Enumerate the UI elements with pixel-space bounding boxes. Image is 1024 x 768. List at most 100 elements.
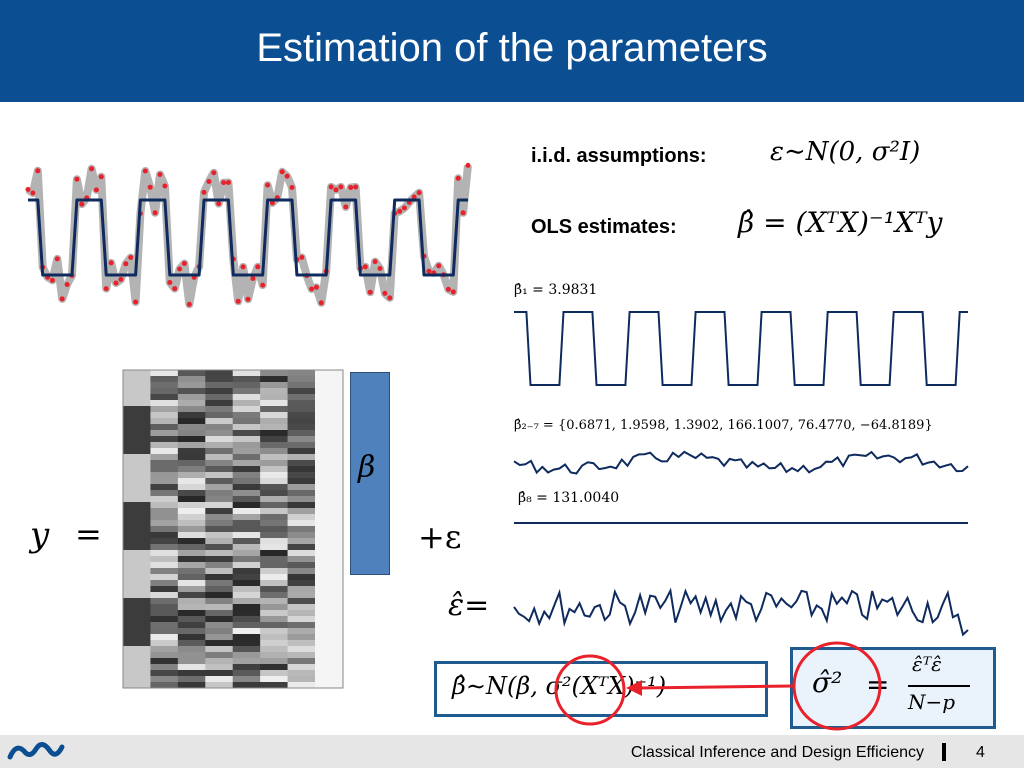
- data-point: [201, 189, 207, 195]
- data-point: [64, 282, 70, 287]
- data-point: [250, 276, 256, 281]
- plus-epsilon: +ε: [418, 518, 462, 556]
- data-point: [426, 268, 432, 274]
- data-point: [240, 264, 246, 270]
- data-point: [152, 210, 158, 216]
- timeseries-plot: [25, 162, 472, 309]
- data-point: [118, 276, 124, 282]
- data-point: [377, 266, 383, 271]
- sigma-denominator: N−p: [908, 690, 956, 714]
- data-point: [35, 168, 41, 174]
- beta-vector: [350, 372, 390, 575]
- footer-title: Classical Inference and Design Efficienc…: [630, 744, 924, 761]
- data-point: [260, 282, 266, 288]
- beta-symbol: β: [358, 450, 376, 485]
- data-point: [367, 289, 373, 295]
- data-point: [338, 184, 344, 190]
- data-point: [93, 187, 99, 193]
- data-point: [372, 259, 378, 265]
- data-point: [343, 204, 349, 210]
- data-point: [455, 175, 461, 181]
- data-point: [411, 194, 417, 200]
- ols-formula: β̂ = (XᵀX)⁻¹Xᵀy: [738, 206, 943, 239]
- data-point: [74, 176, 80, 182]
- data-point: [313, 284, 319, 290]
- data-point: [225, 180, 231, 185]
- data-point: [387, 295, 393, 301]
- sigma-numerator: ε̂ᵀε̂: [912, 652, 942, 676]
- data-point: [216, 201, 222, 207]
- data-point: [108, 260, 114, 266]
- residual-plot: [513, 587, 969, 637]
- data-point: [289, 185, 295, 190]
- data-point: [465, 162, 471, 168]
- data-point: [221, 180, 227, 186]
- data-point: [206, 179, 212, 184]
- data-point: [382, 290, 388, 296]
- data-point: [177, 266, 183, 272]
- sigma-equals: =: [866, 668, 890, 701]
- ols-label: OLS estimates:: [531, 216, 677, 238]
- data-point: [186, 301, 192, 307]
- y-symbol: y: [30, 515, 50, 555]
- data-point: [147, 184, 153, 190]
- data-point: [397, 208, 403, 214]
- data-point: [59, 296, 65, 302]
- data-point: [265, 182, 271, 188]
- data-point: [353, 184, 359, 190]
- data-point: [103, 286, 109, 292]
- residual-label: ε̂=: [448, 588, 490, 623]
- data-point: [309, 286, 315, 292]
- data-point: [181, 261, 187, 266]
- data-point: [167, 280, 173, 285]
- constant-regressor-plot: [514, 522, 968, 524]
- data-point: [113, 280, 119, 286]
- data-point: [30, 190, 36, 196]
- data-point: [98, 174, 104, 180]
- observed-signal-line: [25, 164, 472, 309]
- data-point: [128, 255, 134, 260]
- beta2-7-estimates: β̂₂₋₇ = {0.6871, 1.9598, 1.3902, 166.100…: [514, 418, 933, 433]
- beta1-regressor-plot: [514, 311, 968, 386]
- observed-data-points: [25, 162, 471, 307]
- fraction-bar: [908, 685, 970, 687]
- model-fit-line: [28, 198, 468, 277]
- data-point: [172, 286, 178, 292]
- beta8-estimate: β̂₈ = 131.0040: [518, 490, 620, 506]
- data-point: [460, 210, 466, 216]
- motion-regressors-plot: [513, 450, 969, 475]
- data-point: [450, 289, 456, 295]
- footer-divider: [942, 743, 946, 761]
- page-number: 4: [976, 744, 985, 761]
- data-point: [235, 298, 241, 304]
- assumptions-formula: ε∼N(0, σ²I): [770, 137, 921, 167]
- data-point: [162, 183, 168, 189]
- slide-header: [0, 0, 1024, 102]
- slide-title: Estimation of the parameters: [256, 26, 768, 70]
- data-point: [318, 300, 324, 306]
- data-point: [348, 185, 354, 190]
- data-point: [436, 263, 442, 269]
- data-point: [328, 184, 334, 190]
- university-logo-icon: [7, 742, 65, 760]
- assumptions-label: i.i.d. assumptions:: [531, 145, 707, 167]
- data-point: [255, 264, 261, 270]
- data-point: [284, 173, 290, 179]
- data-point: [299, 254, 305, 260]
- data-point: [25, 187, 31, 192]
- data-point: [362, 264, 368, 270]
- data-point: [157, 172, 163, 177]
- data-point: [133, 299, 139, 305]
- data-point: [333, 187, 339, 193]
- data-point: [269, 200, 275, 206]
- data-point: [142, 168, 148, 174]
- beta1-estimate: β̂₁ = 3.9831: [514, 282, 598, 298]
- data-point: [211, 170, 217, 176]
- data-point: [279, 169, 285, 175]
- data-point: [49, 277, 55, 283]
- data-point: [89, 166, 95, 172]
- data-point: [54, 256, 60, 262]
- sigma-hat-squared: σ̂²: [812, 666, 843, 699]
- beta-distribution-formula: β̂∼N(β, σ²(XᵀX)⁻¹): [452, 672, 667, 700]
- data-point: [123, 261, 129, 267]
